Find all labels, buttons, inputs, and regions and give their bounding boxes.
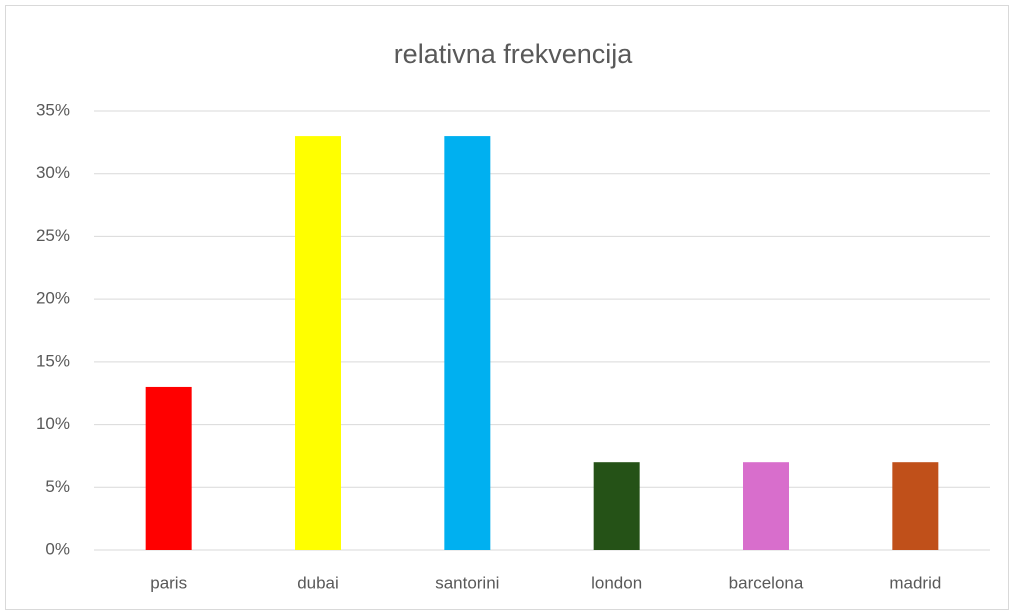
y-tick-label: 0% [45, 539, 70, 558]
y-tick-label: 10% [36, 414, 70, 433]
x-tick-label: dubai [297, 573, 339, 592]
x-tick-label: barcelona [729, 573, 804, 592]
y-tick-label: 20% [36, 289, 70, 308]
x-tick-label: london [591, 573, 642, 592]
bar [892, 462, 939, 550]
bar [743, 462, 789, 550]
bar [295, 136, 341, 551]
chart-title: relativna frekvencija [394, 39, 634, 69]
y-tick-label: 25% [36, 226, 70, 245]
y-tick-label: 15% [36, 351, 70, 370]
bar [145, 386, 192, 550]
x-tick-label: paris [150, 573, 187, 592]
x-tick-label: madrid [889, 573, 941, 592]
bar [593, 462, 640, 550]
x-tick-label: santorini [435, 573, 499, 592]
y-tick-label: 30% [36, 163, 70, 182]
bar [444, 136, 491, 551]
y-tick-label: 5% [45, 477, 70, 496]
y-tick-label: 35% [36, 100, 70, 119]
